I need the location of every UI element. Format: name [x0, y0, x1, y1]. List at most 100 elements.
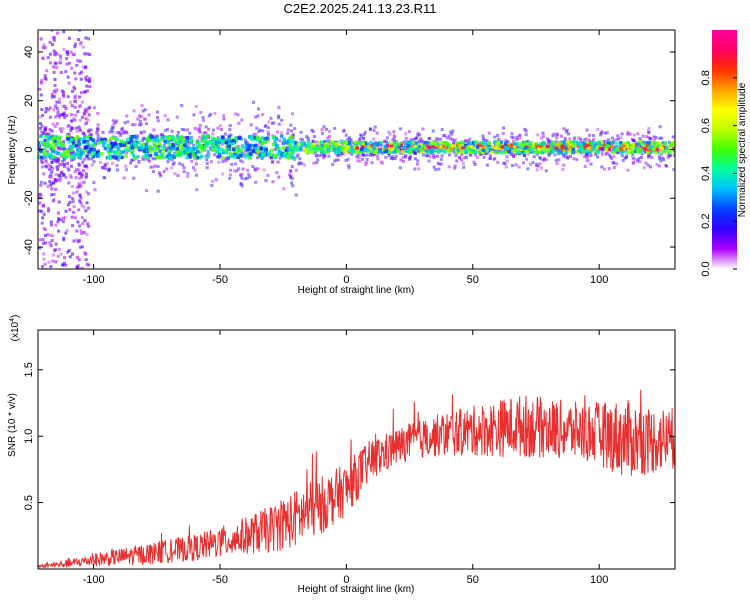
spectrogram-cell — [158, 172, 162, 176]
spectrogram-cell — [549, 142, 554, 147]
spectrogram-cell — [93, 188, 97, 192]
spectrogram-cell — [78, 119, 82, 123]
spectrogram-cell — [140, 104, 144, 108]
spectrogram-cell — [170, 129, 174, 133]
spectrogram-cell — [630, 146, 635, 151]
spectrogram-cell — [95, 150, 100, 155]
spectrogram-cell — [608, 153, 612, 157]
spectrogram-cell — [74, 238, 78, 242]
spectrogram-cell — [220, 156, 225, 160]
colorbar-tick-label: 0.4 — [700, 166, 712, 181]
spectrogram-cell — [58, 179, 62, 183]
spectrogram-cell — [658, 150, 663, 155]
spectrogram-cell — [72, 137, 77, 141]
spectrogram-cell — [79, 201, 83, 205]
spectrogram-cell — [605, 144, 610, 148]
spectrogram-cell — [235, 152, 239, 156]
spectrogram-cell — [66, 166, 70, 170]
spectrogram-cell — [600, 149, 604, 153]
spectrogram-cell — [645, 135, 649, 139]
spectrogram-cell — [102, 165, 106, 169]
spectrogram-cell — [634, 143, 638, 147]
spectrogram-cell — [517, 165, 521, 169]
spectrogram-cell — [258, 137, 262, 141]
spectrogram-cell — [240, 176, 244, 180]
spectrogram-cell — [168, 149, 172, 153]
spectrogram-cell — [398, 166, 402, 170]
spectrogram-cell — [655, 163, 659, 167]
spectrogram-cell — [52, 143, 57, 147]
spectrogram-cell — [125, 151, 129, 155]
spectrogram-cell — [228, 124, 232, 128]
spectrogram-cell — [357, 155, 361, 159]
spectrogram-cell — [50, 239, 54, 243]
spectrogram-cell — [179, 135, 183, 139]
spectrogram-cell — [604, 139, 608, 143]
spectrogram-cell — [599, 131, 603, 135]
spectrogram-cell — [88, 136, 93, 141]
spectrogram-cell — [55, 107, 59, 111]
spectrogram-cell — [536, 133, 540, 137]
spectrogram-cell — [330, 141, 335, 146]
spectrogram-cell — [40, 108, 44, 112]
spectrogram-cell — [228, 151, 233, 156]
spectrogram-cell — [207, 152, 211, 156]
spectrogram-cell — [607, 167, 611, 171]
spectrogram-cell — [289, 146, 293, 151]
spectrogram-cell — [162, 169, 166, 173]
colorbar-label: Normalized spectral amplitude — [737, 82, 748, 217]
spectrogram-cell — [623, 156, 627, 160]
spectrogram-cell — [38, 87, 42, 91]
spectrogram-cell — [192, 113, 196, 117]
spectrogram-cell — [302, 141, 307, 145]
spectrogram-cell — [240, 144, 245, 148]
spectrogram-cell — [602, 167, 606, 171]
spectrogram-cell — [644, 150, 648, 154]
spectrogram-cell — [62, 174, 66, 178]
spectrogram-cell — [211, 128, 215, 132]
spectrogram-cell — [165, 128, 169, 132]
spectrogram-cell — [278, 157, 282, 161]
spectrogram-cell — [56, 146, 60, 150]
spectrogram-cell — [147, 147, 152, 151]
spectrogram-cell — [619, 140, 623, 145]
spectrogram-cell — [220, 138, 225, 143]
spectrogram-cell — [204, 125, 208, 129]
spectrogram-cell — [130, 158, 134, 162]
spectrogram-cell — [458, 147, 462, 152]
spectrogram-cell — [148, 153, 153, 158]
spectrogram-cell — [74, 143, 79, 148]
spectrogram-cell — [51, 157, 55, 161]
spectrogram-cell — [73, 99, 77, 103]
spectrogram-cell — [610, 136, 614, 140]
spectrogram-cell — [286, 128, 290, 132]
spectrogram-cell — [563, 141, 568, 145]
spectrogram-cell — [347, 140, 352, 144]
spectrogram-cell — [162, 146, 166, 150]
spectrogram-cell — [288, 144, 293, 148]
spectrogram-cell — [101, 143, 106, 148]
spectrogram-cell — [221, 135, 225, 140]
spectrogram-cell — [193, 151, 198, 156]
spectrogram-cell — [297, 143, 301, 147]
spectrogram-cell — [422, 143, 427, 148]
spectrogram-cell — [667, 147, 672, 152]
spectrogram-cell — [361, 142, 366, 146]
spectrogram-cell — [326, 147, 331, 152]
spectrogram-cell — [57, 115, 61, 119]
spectrogram-cell — [579, 146, 584, 151]
spectrogram-cell — [474, 153, 478, 157]
spectrogram-cell — [55, 122, 59, 126]
spectrogram-cell — [400, 145, 405, 150]
spectrogram-cell — [630, 150, 635, 155]
spectrogram-cell — [109, 128, 113, 132]
spectrogram-cell — [41, 216, 45, 220]
spectrogram-cell — [551, 150, 555, 154]
spectrogram-cell — [235, 169, 239, 173]
spectrogram-cell — [385, 144, 390, 148]
spectrogram-cell — [445, 136, 449, 140]
spectrogram-cell — [331, 162, 335, 166]
spectrogram-cell — [66, 203, 70, 207]
spectrogram-cell — [267, 132, 271, 136]
spectrogram-cell — [481, 134, 485, 138]
